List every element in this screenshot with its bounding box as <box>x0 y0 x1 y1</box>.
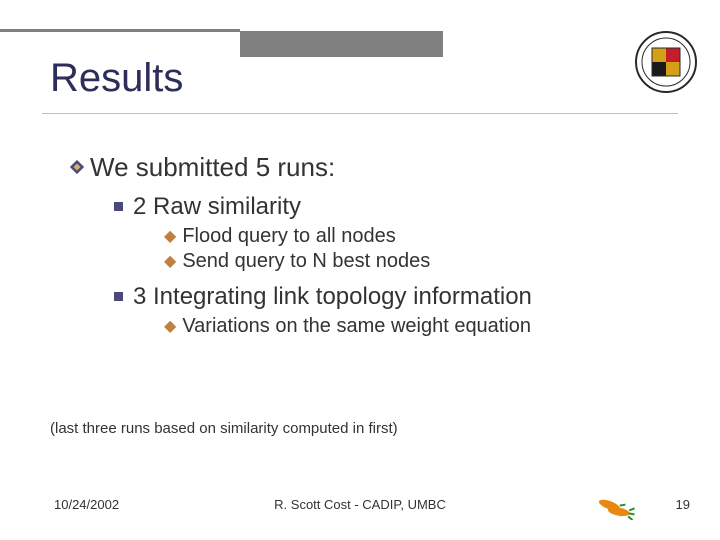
title-underline <box>42 113 678 114</box>
l2a-text: 2 Raw similarity <box>133 193 301 220</box>
square-bullet-icon <box>114 292 123 301</box>
footnote: (last three runs based on similarity com… <box>50 420 398 437</box>
dot-bullet-icon: ◆ <box>164 251 176 271</box>
bullet-level2: 2 Raw similarity <box>114 193 670 221</box>
title-bar-line <box>0 29 240 32</box>
square-bullet-icon <box>114 202 123 211</box>
dot-bullet-icon: ◆ <box>164 316 176 336</box>
l1-text: We submitted 5 runs: <box>90 152 335 182</box>
l3a-text: Flood query to all nodes <box>182 225 395 247</box>
l2b-text: 3 Integrating link topology information <box>133 283 532 310</box>
diamond-bullet-icon <box>70 150 84 164</box>
carrot-icon <box>596 492 646 520</box>
bullet-level3: ◆ Send query to N best nodes <box>164 250 670 273</box>
dot-bullet-icon: ◆ <box>164 226 176 246</box>
bullet-level3: ◆ Variations on the same weight equation <box>164 315 670 338</box>
l3b-text: Send query to N best nodes <box>182 250 430 272</box>
page-number: 19 <box>676 497 690 512</box>
bullet-level2: 3 Integrating link topology information <box>114 283 670 311</box>
title-bar-shadow <box>240 31 443 57</box>
slide-title: Results <box>50 56 183 101</box>
bullet-level3: ◆ Flood query to all nodes <box>164 225 670 248</box>
content-area: We submitted 5 runs: 2 Raw similarity ◆ F… <box>70 152 670 340</box>
l3c-text: Variations on the same weight equation <box>182 315 531 337</box>
umbc-logo <box>634 30 698 94</box>
bullet-level1: We submitted 5 runs: <box>70 152 670 183</box>
